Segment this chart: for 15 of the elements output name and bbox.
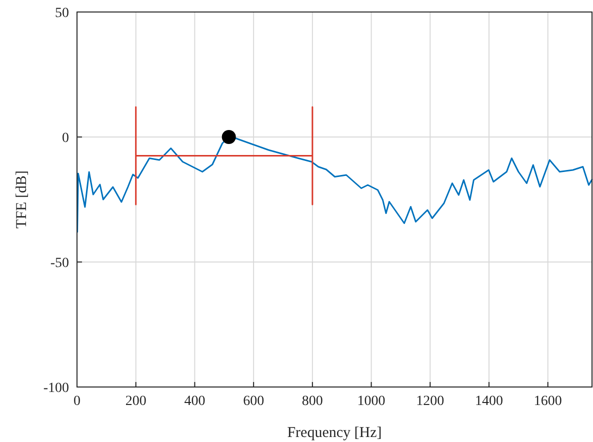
x-tick-label: 600 xyxy=(243,394,264,409)
x-tick-label: 200 xyxy=(125,394,146,409)
y-tick-label: 50 xyxy=(55,6,69,21)
x-tick-label: 400 xyxy=(184,394,206,409)
x-tick-label: 800 xyxy=(302,394,323,409)
y-tick-label: 0 xyxy=(62,130,69,146)
x-tick-label: 1200 xyxy=(416,394,444,409)
x-tick-label: 0 xyxy=(74,394,80,409)
y-axis-title: TFE [dB] xyxy=(14,170,30,228)
y-tick-label: -50 xyxy=(50,256,69,271)
y-tick-label: -100 xyxy=(43,380,69,396)
x-tick-label: 1400 xyxy=(475,394,503,409)
x-tick-label: 1000 xyxy=(357,394,386,409)
x-axis-title: Frequency [Hz] xyxy=(287,425,382,441)
x-tick-label: 1600 xyxy=(534,394,562,409)
